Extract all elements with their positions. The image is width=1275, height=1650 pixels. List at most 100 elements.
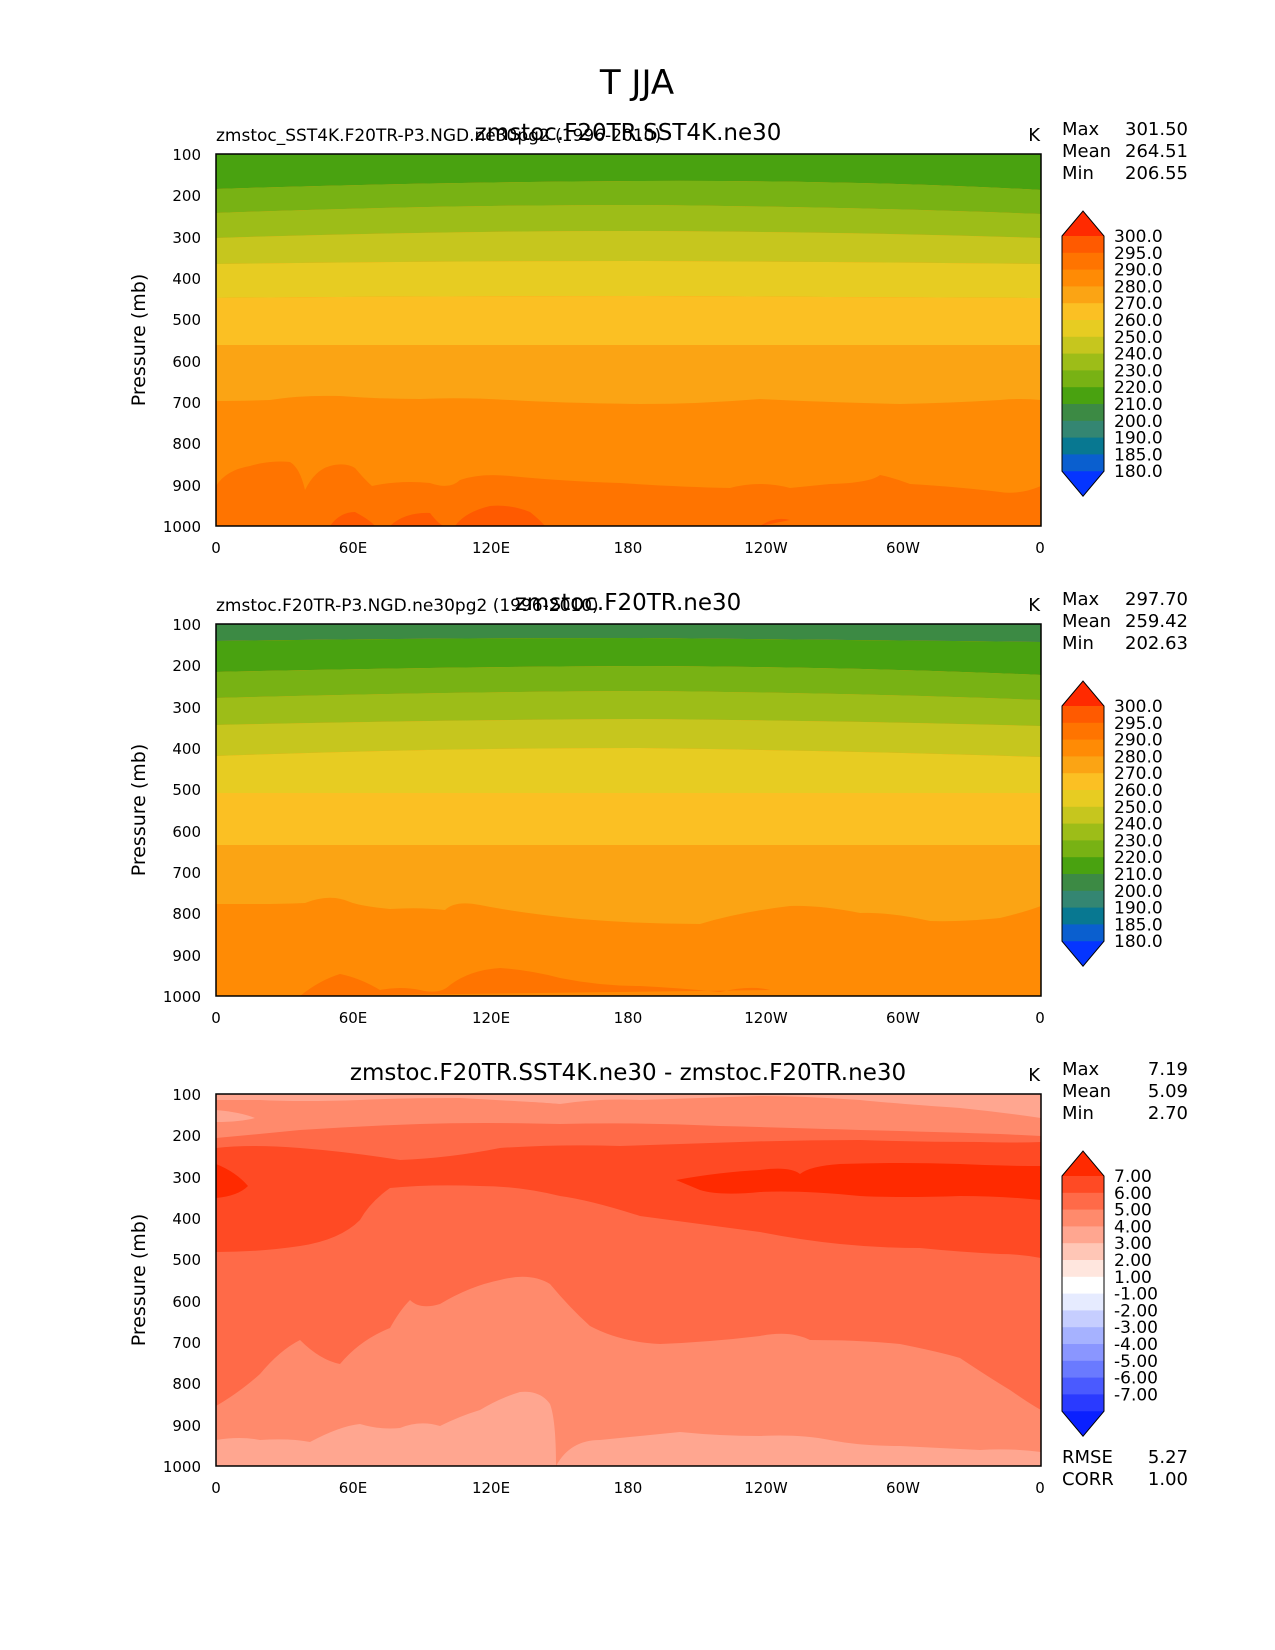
colorbar-tick-label: 200.0 [1114,412,1163,432]
colorbar-swatch [1062,269,1104,287]
colorbar-tick-label: 230.0 [1114,831,1163,851]
band-250-260 [216,748,1041,793]
colorbar-outline [1061,210,1105,497]
colorbar-swatch [1062,790,1104,808]
panel-2-stats: Max Mean Min 297.70 259.42 202.63 [1062,589,1188,654]
colorbar-swatch [1062,437,1104,455]
panel-3-units: K [1028,1065,1041,1086]
stat-label-rmse: RMSE [1062,1447,1113,1468]
band-260-270 [216,296,1041,345]
panel-1-contours [216,154,1041,526]
panel-1-plot-frame [215,153,1042,527]
y-tick-label: 900 [172,947,201,965]
stat-value-min: 2.70 [1148,1103,1188,1124]
colorbar-tick-label: -2.00 [1114,1301,1158,1321]
y-tick-label: 100 [172,1086,201,1104]
y-tick-label: 300 [172,1169,201,1187]
panel-1-x-axis: 0 60E 120E 180 120W 60W 0 [211,539,1045,557]
colorbar-swatch [1062,1377,1104,1395]
panel-2-title: zmstoc.F20TR.ne30 [515,590,742,616]
panel-3-contours [216,1094,1041,1466]
colorbar-tick-label: -6.00 [1114,1369,1158,1389]
colorbar-tick-label: 5.00 [1114,1201,1152,1221]
colorbar-tick-label: -1.00 [1114,1285,1158,1305]
colorbar-swatch [1062,924,1104,942]
colorbar-swatch [1062,370,1104,388]
x-tick-label: 120W [744,539,788,557]
stat-value-corr: 1.00 [1148,1469,1188,1490]
stat-value-rmse: 5.27 [1148,1447,1188,1468]
colorbar-tick-label: -5.00 [1114,1352,1158,1372]
band-3-4-left-patch [216,1110,255,1122]
figure-title: T JJA [599,63,674,103]
panel-3-y-axis: 100 200 300 400 500 600 700 800 900 1000 [163,1086,201,1476]
band-250-260 [216,261,1041,298]
y-tick-label: 700 [172,864,201,882]
y-tick-label: 400 [172,740,201,758]
band-210-220 [216,154,1041,190]
colorbar-tick-label: 190.0 [1114,429,1163,449]
y-tick-label: 1000 [163,988,201,1006]
colorbar-top-extend [1062,211,1104,236]
colorbar-tick-label: 280.0 [1114,277,1163,297]
colorbar-tick-label: 270.0 [1114,294,1163,314]
colorbar-outline [1061,680,1105,967]
stat-label-min: Min [1062,1103,1094,1124]
y-tick-label: 500 [172,1251,201,1269]
colorbar-tick-label: 185.0 [1114,915,1163,935]
colorbar-tick-label: 220.0 [1114,848,1163,868]
colorbar-tick-label: 260.0 [1114,311,1163,331]
colorbar-swatch [1062,1192,1104,1211]
y-tick-label: 700 [172,1334,201,1352]
panel-1: zmstoc_SST4K.F20TR-P3.NGD.ne30pg2 (1996-… [128,119,1188,557]
colorbar-swatch [1062,1344,1104,1362]
colorbar-tick-label: 300.0 [1114,227,1163,247]
x-tick-label: 0 [211,1479,221,1497]
panel-2-y-axis: 100 200 300 400 500 600 700 800 900 1000 [163,616,201,1006]
y-tick-label: 600 [172,1293,201,1311]
colorbar-swatch [1062,874,1104,892]
colorbar-swatch [1062,252,1104,271]
colorbar-swatch [1062,1243,1104,1261]
x-tick-label: 180 [614,539,643,557]
x-tick-label: 0 [211,539,221,557]
x-tick-label: 120E [472,539,510,557]
band-230-240 [216,205,1041,238]
colorbar-tick-label: 200.0 [1114,882,1163,902]
band-240-250 [216,719,1041,757]
x-tick-label: 60W [886,1009,920,1027]
colorbar-tick-label: 240.0 [1114,815,1163,835]
y-tick-label: 400 [172,1210,201,1228]
panel-3-stats: Max Mean Min 7.19 5.09 2.70 RMSE CORR 5.… [1062,1059,1188,1490]
panel-1-colorbar: 300.0295.0290.0280.0270.0260.0250.0240.0… [1061,210,1163,497]
stat-label-max: Max [1062,589,1100,610]
panel-2-colorbar: 300.0295.0290.0280.0270.0260.0250.0240.0… [1061,680,1163,967]
x-tick-label: 0 [1035,1009,1045,1027]
colorbar-tick-label: 290.0 [1114,261,1163,281]
colorbar-swatch [1062,722,1104,741]
x-tick-label: 0 [1035,1479,1045,1497]
stat-label-corr: CORR [1062,1469,1114,1490]
x-tick-label: 60E [339,1479,368,1497]
stat-label-max: Max [1062,119,1100,140]
band-295-300 [330,505,790,526]
colorbar-swatch [1062,420,1104,439]
y-tick-label: 500 [172,311,201,329]
band-270-280 [216,845,1041,924]
band-3-4-top [216,1094,1041,1118]
colorbar-swatch [1062,1293,1104,1311]
colorbar-swatch [1062,1327,1104,1345]
colorbar-tick-label: 220.0 [1114,378,1163,398]
colorbar-tick-label: 250.0 [1114,798,1163,818]
colorbar-swatch [1062,236,1104,254]
colorbar-swatch [1062,1209,1104,1227]
colorbar-tick-label: -7.00 [1114,1385,1158,1405]
y-tick-label: 300 [172,229,201,247]
colorbar-tick-label: 3.00 [1114,1234,1152,1254]
stat-value-mean: 259.42 [1125,611,1188,632]
colorbar-tick-label: 295.0 [1114,244,1163,264]
colorbar-tick-label: 290.0 [1114,731,1163,751]
y-tick-label: 400 [172,270,201,288]
colorbar-swatch [1062,1176,1104,1194]
